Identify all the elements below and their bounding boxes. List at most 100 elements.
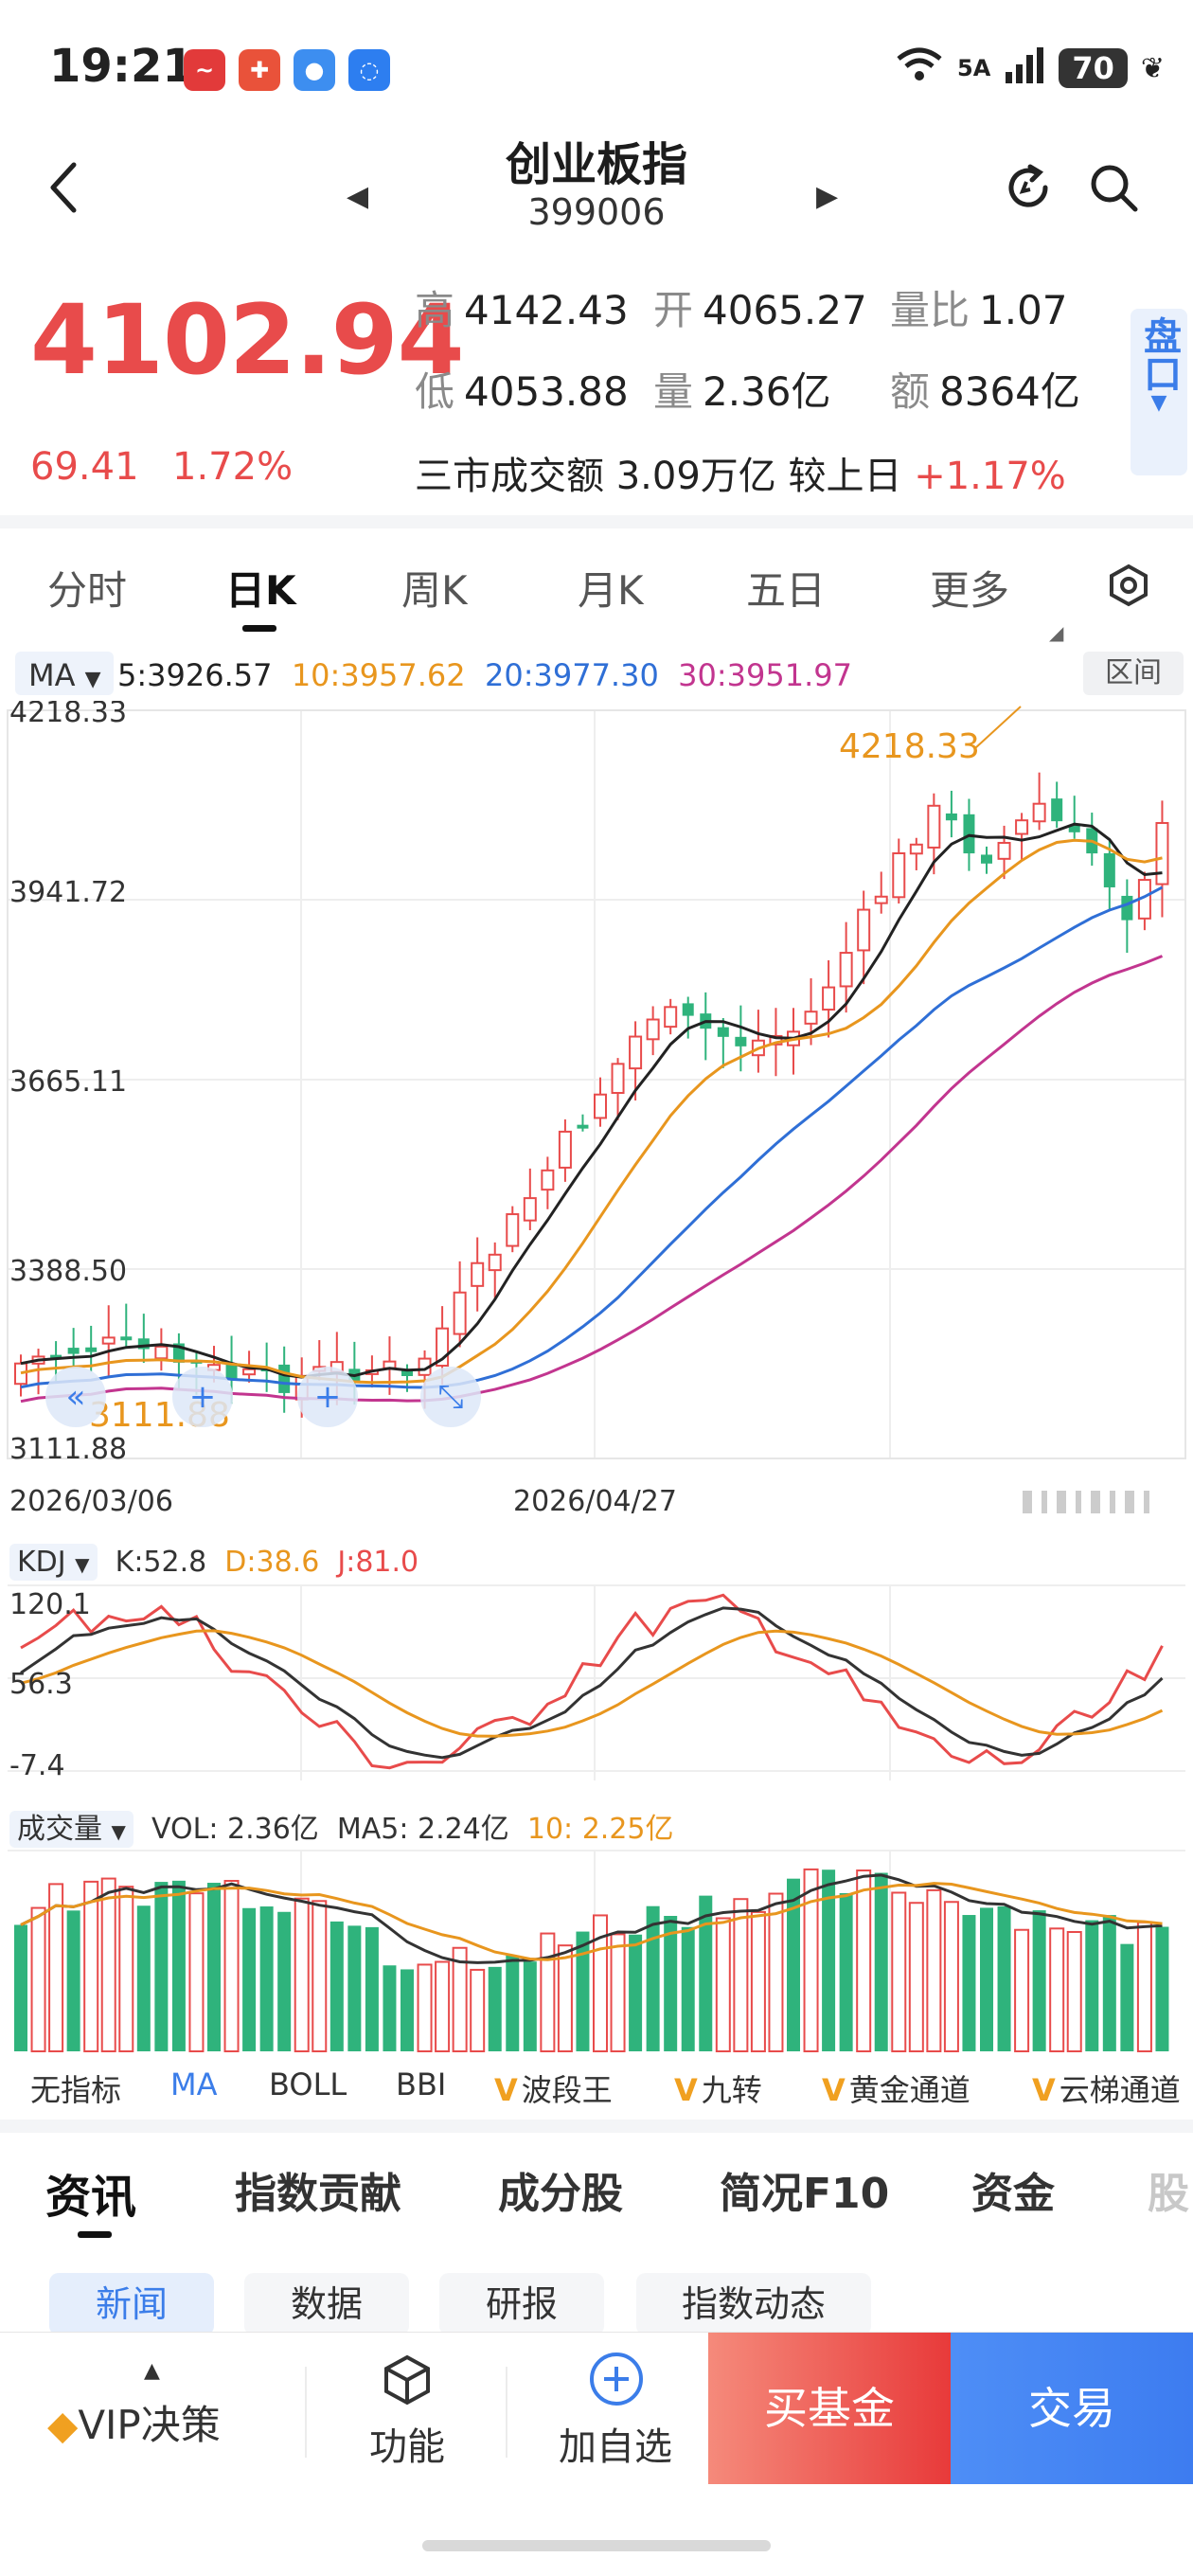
zoom-bars-icon bbox=[1023, 1491, 1149, 1513]
candle-body bbox=[646, 1018, 660, 1041]
kdj-selector[interactable]: KDJ ▼ bbox=[9, 1544, 98, 1581]
candle-body bbox=[594, 1093, 607, 1119]
add-label: 加自选 bbox=[559, 2425, 672, 2469]
trade-button[interactable]: 交易 bbox=[951, 2333, 1193, 2484]
tab-constituents[interactable]: 成分股 bbox=[498, 2170, 623, 2218]
tab-profile-f10[interactable]: 简况F10 bbox=[720, 2170, 890, 2218]
volume-bar bbox=[30, 1906, 46, 2052]
volume-bar bbox=[874, 1872, 888, 2051]
candle-body bbox=[1051, 798, 1063, 822]
subtab-research[interactable]: 研报 bbox=[439, 2273, 604, 2335]
indicator-jiuzhuan[interactable]: V 九转 bbox=[674, 2072, 762, 2108]
bulb-app-icon: ◌ bbox=[348, 49, 390, 91]
tab-intraday[interactable]: 分时 bbox=[47, 567, 128, 614]
info-tabs: 资讯 指数贡献 成分股 简况F10 资金 股 bbox=[0, 2140, 1193, 2254]
shield-app-icon: ✚ bbox=[239, 49, 280, 91]
ma20-line bbox=[20, 886, 1164, 1389]
tab-funds[interactable]: 资金 bbox=[971, 2170, 1055, 2218]
volume-bar bbox=[154, 1882, 169, 2051]
tab-index-contribution[interactable]: 指数贡献 bbox=[235, 2170, 401, 2218]
candle-body bbox=[577, 1124, 589, 1129]
prev-index-button[interactable]: ◀ bbox=[347, 180, 369, 213]
volume-bar bbox=[962, 1915, 976, 2051]
indicator-boduanwang[interactable]: V 波段王 bbox=[494, 2072, 613, 2108]
kdj-chart[interactable]: 120.1 56.3 -7.4 bbox=[0, 1582, 1193, 1790]
kline-chart[interactable]: 4218.33 3941.72 3665.11 3388.50 3111.88 4218.… bbox=[0, 701, 1193, 1487]
volume-bar bbox=[277, 1911, 292, 2051]
volume-bar bbox=[750, 1910, 766, 2052]
candle-body bbox=[242, 1368, 257, 1376]
volume-bar bbox=[610, 1933, 626, 2052]
chart-settings-button[interactable] bbox=[1106, 563, 1151, 612]
subtab-index-news[interactable]: 指数动态 bbox=[636, 2273, 871, 2335]
volume-bar bbox=[259, 1906, 274, 2051]
pankou-label: 盘口 bbox=[1137, 316, 1181, 392]
volume-bar bbox=[681, 1926, 695, 2051]
subtab-data[interactable]: 数据 bbox=[244, 2273, 409, 2335]
indicator-boll[interactable]: BOLL bbox=[269, 2066, 347, 2102]
cube-icon bbox=[384, 2354, 430, 2406]
volume-bar bbox=[926, 1888, 942, 2053]
indicator-ma[interactable]: MA bbox=[170, 2066, 218, 2102]
volume-bar bbox=[48, 1883, 64, 2052]
back-button[interactable] bbox=[45, 159, 83, 216]
function-button[interactable]: 功能 bbox=[341, 2333, 473, 2484]
y-axis-label: 4218.33 bbox=[9, 701, 127, 729]
ma20-value: 20:3977.30 bbox=[484, 657, 659, 693]
volume-chart[interactable] bbox=[0, 1847, 1193, 2055]
volume-bar bbox=[171, 1880, 186, 2051]
vip-decision-button[interactable]: ▲ ◆VIP决策 bbox=[38, 2333, 275, 2484]
tab-weekly-k[interactable]: 周K bbox=[401, 567, 468, 614]
range-button[interactable]: 区间 bbox=[1083, 652, 1184, 695]
leaf-icon: ❦ bbox=[1140, 51, 1165, 85]
home-indicator[interactable] bbox=[422, 2540, 771, 2551]
buy-fund-button[interactable]: 买基金 bbox=[708, 2333, 951, 2484]
volume-bar bbox=[207, 1883, 221, 2051]
tab-five-day[interactable]: 五日 bbox=[746, 567, 827, 614]
volume-bar bbox=[943, 1901, 959, 2052]
volume-bar bbox=[1032, 1910, 1046, 2051]
kdj-y-label: -7.4 bbox=[9, 1749, 65, 1782]
volume-bar bbox=[347, 1925, 362, 2051]
diamond-icon: ◆ bbox=[47, 2402, 79, 2448]
volume-bar bbox=[329, 1921, 344, 2051]
y-axis-label: 3941.72 bbox=[9, 876, 127, 909]
turnover-text: 三市成交额 3.09万亿 较上日 bbox=[415, 455, 902, 498]
search-button[interactable] bbox=[1087, 161, 1140, 214]
indicator-ladder-channel[interactable]: V 云梯通道 bbox=[1032, 2072, 1181, 2108]
ma10-line bbox=[20, 838, 1163, 1385]
subtab-news[interactable]: 新闻 bbox=[49, 2273, 214, 2335]
add-watchlist-button[interactable]: 加自选 bbox=[540, 2333, 691, 2484]
volume-bar bbox=[715, 1917, 731, 2052]
chart-control-icon: + bbox=[189, 1378, 217, 1416]
candle-body bbox=[1121, 895, 1133, 921]
active-tab-underline bbox=[78, 2231, 112, 2238]
volume-selector[interactable]: 成交量 ▼ bbox=[9, 1811, 134, 1848]
next-index-button[interactable]: ▶ bbox=[816, 180, 839, 213]
pankou-button[interactable]: 盘口 ▼ bbox=[1131, 309, 1187, 475]
price-change-pct: 1.72% bbox=[172, 445, 294, 489]
battery-indicator: 70 bbox=[1059, 48, 1128, 88]
ma-selector[interactable]: MA ▼ bbox=[15, 652, 114, 695]
wifi-icon bbox=[895, 45, 944, 91]
volume-bar bbox=[891, 1891, 907, 2052]
indicator-golden-channel[interactable]: V 黄金通道 bbox=[822, 2072, 970, 2108]
tab-monthly-k[interactable]: 月K bbox=[578, 567, 644, 614]
indicator-none[interactable]: 无指标 bbox=[30, 2072, 122, 2108]
kdj-y-label: 120.1 bbox=[9, 1588, 91, 1621]
volume-bar bbox=[822, 1869, 836, 2051]
tab-news[interactable]: 资讯 bbox=[45, 2171, 137, 2224]
candle-body bbox=[927, 804, 941, 849]
quote-low: 低 4053.88 bbox=[415, 368, 629, 415]
volume-bar bbox=[540, 1932, 556, 2052]
indicator-bbi[interactable]: BBI bbox=[396, 2066, 447, 2102]
date-label-start: 2026/03/06 bbox=[9, 1485, 173, 1518]
chart-zoom-handle[interactable] bbox=[1013, 1483, 1184, 1525]
refresh-button[interactable] bbox=[1002, 161, 1055, 214]
volume-bar bbox=[997, 1905, 1011, 2051]
volume-bar bbox=[699, 1895, 713, 2051]
tab-more[interactable]: 更多 bbox=[930, 567, 1010, 614]
tab-daily-k[interactable]: 日K bbox=[225, 567, 296, 614]
plot-border bbox=[7, 709, 1186, 1459]
tab-stocks[interactable]: 股 bbox=[1148, 2170, 1189, 2218]
